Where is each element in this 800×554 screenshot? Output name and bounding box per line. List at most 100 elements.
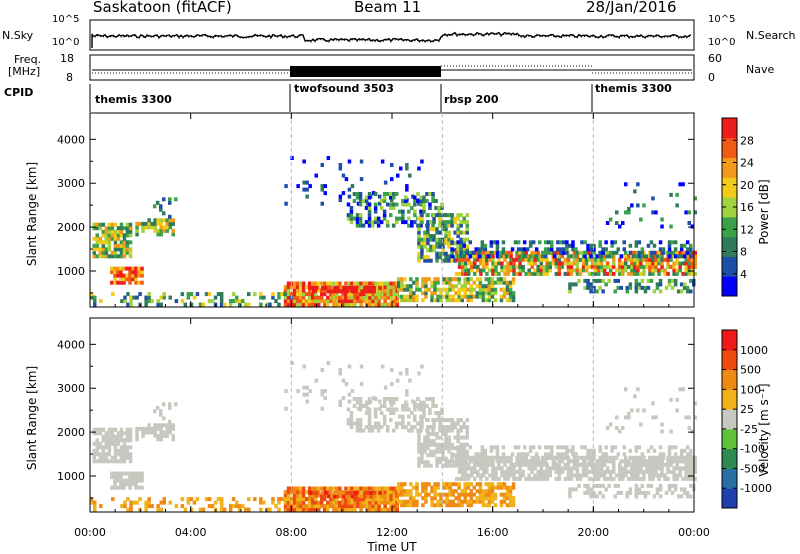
heatmap-cell <box>113 475 117 480</box>
heatmap-cell <box>630 462 634 467</box>
heatmap-cell <box>125 222 130 227</box>
heatmap-cell <box>128 445 133 450</box>
heatmap-cell <box>305 392 309 397</box>
heatmap-cell <box>144 430 148 435</box>
heatmap-cell <box>107 452 112 457</box>
heatmap-cell <box>545 257 549 262</box>
heatmap-cell <box>349 206 354 210</box>
heatmap-cell <box>601 289 605 294</box>
heatmap-cell <box>527 268 531 273</box>
heatmap-cell <box>599 261 604 266</box>
heatmap-cell <box>636 387 640 392</box>
heatmap-cell <box>376 425 381 430</box>
heatmap-cell <box>407 428 411 433</box>
heatmap-cell <box>453 241 457 246</box>
heatmap-cell <box>495 445 500 450</box>
heatmap-cell <box>359 159 364 164</box>
heatmap-cell <box>98 455 103 460</box>
heatmap-cell <box>456 244 460 249</box>
heatmap-cell <box>198 302 203 307</box>
heatmap-cell <box>444 223 448 228</box>
heatmap-cell <box>389 302 393 307</box>
heatmap-cell <box>613 445 617 450</box>
heatmap-cell <box>530 271 534 276</box>
heatmap-cell <box>128 431 133 436</box>
heatmap-cell <box>672 261 676 266</box>
heatmap-cell <box>417 201 421 206</box>
heatmap-cell <box>346 418 351 423</box>
heatmap-cell <box>593 257 598 262</box>
heatmap-cell <box>505 489 510 494</box>
heatmap-cell <box>383 295 387 300</box>
heatmap-cell <box>651 264 655 269</box>
heatmap-cell <box>386 490 390 495</box>
heatmap-cell <box>646 278 651 283</box>
heatmap-cell <box>438 421 442 426</box>
heatmap-cell <box>670 490 675 495</box>
heatmap-cell <box>301 504 306 509</box>
heatmap-cell <box>571 487 575 492</box>
heatmap-cell <box>602 264 607 269</box>
heatmap-cell <box>171 218 175 223</box>
heatmap-cell <box>413 202 417 207</box>
heatmap-cell <box>346 407 351 412</box>
heatmap-cell <box>436 294 440 299</box>
heatmap-cell <box>633 473 637 478</box>
heatmap-cell <box>575 473 580 478</box>
heatmap-cell <box>445 499 449 504</box>
heatmap-cell <box>429 425 433 430</box>
heatmap-cell <box>317 504 321 509</box>
heatmap-cell <box>457 482 461 487</box>
heatmap-cell <box>326 302 330 307</box>
heatmap-cell <box>651 196 655 201</box>
heatmap-cell <box>435 213 439 218</box>
heatmap-cell <box>168 225 172 230</box>
heatmap-cell <box>441 432 445 437</box>
heatmap-cell <box>494 473 498 478</box>
heatmap-cell <box>147 292 151 297</box>
heatmap-cell <box>338 371 343 376</box>
heatmap-cell <box>477 254 482 259</box>
heatmap-cell <box>323 184 327 189</box>
heatmap-cell <box>441 227 445 232</box>
heatmap-cell <box>633 394 637 399</box>
heatmap-cell <box>207 504 212 509</box>
heatmap-cell <box>420 248 424 253</box>
heatmap-cell <box>487 291 492 296</box>
heatmap-cell <box>640 452 645 457</box>
heatmap-cell <box>395 216 399 221</box>
heatmap-cell <box>598 250 602 255</box>
heatmap-cell <box>283 285 288 290</box>
heatmap-cell <box>335 295 339 300</box>
heatmap-cell <box>500 466 504 471</box>
heatmap-cell <box>438 223 442 228</box>
heatmap-cell <box>531 445 536 450</box>
heatmap-cell <box>505 485 510 490</box>
heatmap-cell <box>563 271 568 276</box>
heatmap-cell <box>171 232 175 237</box>
heatmap-cell <box>320 288 324 293</box>
heatmap-cell <box>473 459 477 464</box>
heatmap-cell <box>542 271 546 276</box>
heatmap-cell <box>484 503 489 508</box>
heatmap-cell <box>355 216 360 221</box>
heatmap-cell <box>292 486 297 491</box>
heatmap-cell <box>298 497 303 502</box>
heatmap-cell <box>162 500 166 505</box>
heatmap-cell <box>473 462 477 467</box>
heatmap-cell <box>485 264 489 269</box>
heatmap-cell <box>648 466 652 471</box>
colorbar-tick-label: 25 <box>740 403 754 416</box>
heatmap-cell <box>423 446 427 451</box>
heatmap-cell <box>362 299 366 304</box>
heatmap-cell <box>545 268 549 273</box>
heatmap-cell <box>442 277 446 282</box>
heatmap-cell <box>467 261 471 266</box>
heatmap-cell <box>347 486 351 491</box>
heatmap-cell <box>536 462 540 467</box>
heatmap-cell <box>125 250 130 255</box>
heatmap-cell <box>314 299 318 304</box>
heatmap-cell <box>654 473 658 478</box>
heatmap-cell <box>469 294 473 299</box>
heatmap-cell <box>438 216 442 221</box>
